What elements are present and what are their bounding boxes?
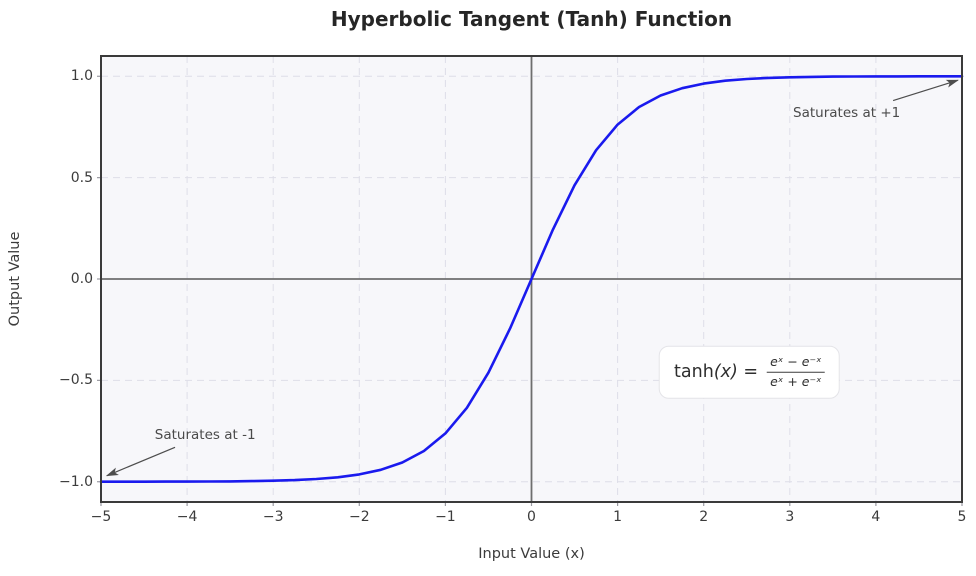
x-tick-label: −1 <box>435 509 456 525</box>
annotation-arrow <box>105 446 176 477</box>
formula-denominator: eˣ + e⁻ˣ <box>770 373 822 389</box>
x-tick-label: −4 <box>176 509 198 525</box>
formula-box: tanh(x) = eˣ − e⁻ˣ eˣ + e⁻ˣ <box>659 346 840 399</box>
y-tick-label: −1.0 <box>59 473 93 490</box>
y-axis-label: Output Value <box>7 231 23 327</box>
x-tick-label: 4 <box>871 509 881 525</box>
formula-numerator: eˣ − e⁻ˣ <box>767 354 825 373</box>
y-tick-label: 0.5 <box>70 169 93 186</box>
formula-equals: = <box>743 361 759 382</box>
x-axis-label: Input Value (x) <box>478 546 585 562</box>
formula-func: tanh <box>674 361 714 382</box>
annotation-arrow <box>892 79 959 102</box>
formula-arg: (x) <box>713 361 738 382</box>
annotation-saturates-plus-one: Saturates at +1 <box>793 104 901 121</box>
y-tick-label: 0.0 <box>70 271 93 287</box>
y-tick-label: −0.5 <box>59 372 93 389</box>
formula-fraction: eˣ − e⁻ˣ eˣ + e⁻ˣ <box>767 354 825 390</box>
x-tick-label: 2 <box>699 509 709 525</box>
annotation-saturates-minus-one: Saturates at -1 <box>154 427 256 444</box>
x-tick-label: −2 <box>348 509 370 525</box>
x-tick-label: 3 <box>785 509 795 525</box>
x-tick-label: −5 <box>90 509 112 525</box>
x-tick-label: 1 <box>613 509 623 525</box>
x-tick-label: −3 <box>262 509 284 525</box>
tanh-curve <box>99 75 964 484</box>
x-tick-label: 0 <box>527 509 536 525</box>
formula-lhs: tanh(x) = <box>674 362 758 382</box>
plot-border-spines <box>100 55 963 503</box>
x-tick-label: 5 <box>957 509 967 525</box>
y-tick-label: 1.0 <box>70 68 93 85</box>
chart-title: Hyperbolic Tangent (Tanh) Function <box>330 7 733 31</box>
